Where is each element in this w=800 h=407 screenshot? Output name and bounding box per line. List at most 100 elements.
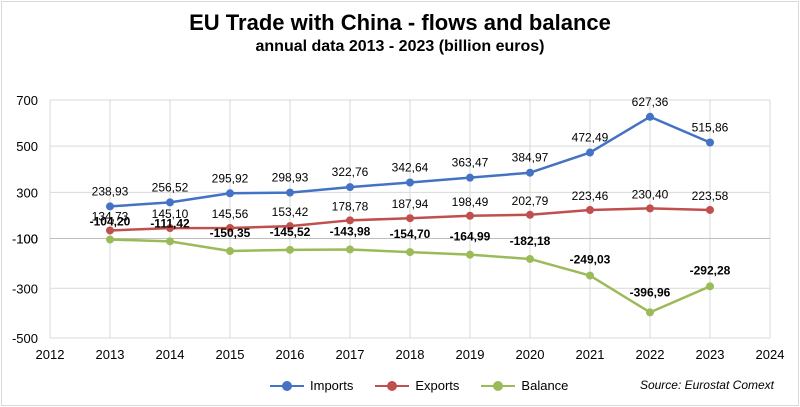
data-label-exports: 198,49: [452, 195, 489, 209]
legend-label-balance: Balance: [521, 378, 569, 393]
chart-subtitle: annual data 2013 - 2023 (billion euros): [255, 38, 545, 55]
data-label-imports: 238,93: [92, 184, 129, 198]
data-label-imports: 384,97: [512, 151, 549, 165]
data-point-imports: [106, 202, 114, 211]
source-note: Source: Eurostat Comext: [639, 378, 774, 392]
data-label-balance: -104,20: [90, 215, 131, 229]
data-point-imports: [286, 188, 294, 197]
data-label-exports: 223,58: [692, 189, 729, 203]
legend-swatch-exports: [375, 380, 410, 392]
y-tick-label: -100: [12, 232, 38, 247]
data-label-balance: -111,42: [150, 216, 190, 230]
data-point-exports: [106, 226, 114, 235]
data-point-exports: [346, 216, 354, 225]
data-label-imports: 342,64: [392, 160, 429, 174]
data-label-imports: 627,36: [632, 95, 669, 109]
data-point-exports: [526, 210, 534, 219]
data-label-balance: -145,52: [270, 225, 311, 239]
x-tick-label: 2017: [336, 347, 365, 362]
data-label-imports: 322,76: [332, 165, 369, 179]
chart-title: EU Trade with China - flows and balance: [189, 10, 611, 35]
data-point-balance: [166, 237, 174, 246]
data-point-balance: [226, 247, 234, 256]
data-point-balance: [706, 282, 714, 291]
data-point-balance: [466, 250, 474, 259]
x-tick-label: 2024: [756, 347, 785, 362]
x-tick-label: 2013: [96, 347, 125, 362]
x-tick-label: 2016: [276, 347, 305, 362]
data-label-balance: -150,35: [210, 226, 251, 240]
data-point-imports: [226, 189, 234, 198]
data-label-exports: 134,73: [92, 209, 129, 223]
data-point-exports: [586, 206, 594, 215]
data-label-exports: 145,10: [152, 207, 189, 221]
x-tick-label: 2018: [396, 347, 425, 362]
data-label-imports: 295,92: [212, 171, 249, 185]
x-tick-label: 2019: [456, 347, 485, 362]
data-point-imports: [166, 198, 174, 207]
data-label-balance: -143,98: [330, 224, 371, 238]
data-point-imports: [346, 183, 354, 192]
data-label-exports: 145,56: [212, 207, 249, 221]
data-point-exports: [706, 205, 714, 214]
data-label-balance: -164,99: [450, 230, 491, 244]
y-tick-label: 500: [16, 139, 38, 154]
data-label-balance: -249,03: [570, 253, 611, 267]
x-tick-label: 2023: [696, 347, 725, 362]
y-tick-label: 700: [16, 93, 38, 108]
y-tick-label: 100: [16, 232, 38, 247]
legend-item-balance: Balance: [481, 378, 568, 393]
data-point-imports: [526, 168, 534, 177]
data-label-exports: 223,46: [572, 189, 609, 203]
data-point-imports: [706, 138, 714, 147]
legend-item-imports: Imports: [270, 378, 353, 393]
data-point-imports: [646, 112, 654, 121]
legend-swatch-balance: [481, 380, 516, 392]
data-point-imports: [586, 148, 594, 157]
data-label-imports: 515,86: [692, 121, 729, 135]
data-point-imports: [466, 173, 474, 182]
x-tick-label: 2020: [516, 347, 545, 362]
data-point-balance: [646, 308, 654, 317]
legend-label-imports: Imports: [310, 378, 354, 393]
data-point-exports: [466, 211, 474, 220]
data-label-imports: 472,49: [572, 131, 609, 145]
data-label-imports: 298,93: [272, 171, 309, 185]
data-point-exports: [226, 223, 234, 232]
data-label-exports: 202,79: [512, 194, 549, 208]
y-tick-label: -500: [12, 331, 38, 346]
data-point-imports: [406, 178, 414, 187]
data-point-exports: [286, 222, 294, 231]
legend: Imports Exports Balance: [270, 378, 568, 393]
data-point-balance: [586, 271, 594, 280]
x-tick-label: 2015: [216, 347, 245, 362]
data-point-exports: [406, 214, 414, 223]
data-label-exports: 153,42: [272, 205, 309, 219]
data-label-exports: 187,94: [392, 197, 429, 211]
data-point-balance: [106, 235, 114, 244]
legend-item-exports: Exports: [375, 378, 459, 393]
x-tick-label: 2012: [36, 347, 65, 362]
data-label-balance: -292,28: [690, 263, 731, 277]
data-label-balance: -182,18: [510, 234, 551, 248]
x-tick-label: 2021: [576, 347, 605, 362]
x-tick-label: 2022: [636, 347, 665, 362]
y-tick-label: 300: [16, 185, 38, 200]
data-label-balance: -396,96: [630, 285, 671, 299]
data-label-balance: -154,70: [390, 227, 431, 241]
legend-swatch-imports: [270, 380, 304, 392]
data-point-balance: [406, 248, 414, 257]
data-point-exports: [166, 224, 174, 233]
data-point-balance: [286, 245, 294, 254]
y-tick-label: -300: [12, 281, 38, 296]
data-label-imports: 363,47: [452, 156, 489, 170]
data-point-balance: [346, 245, 354, 254]
data-label-imports: 256,52: [152, 180, 189, 194]
data-label-exports: 178,78: [332, 199, 369, 213]
legend-label-exports: Exports: [415, 378, 460, 393]
x-tick-label: 2014: [156, 347, 185, 362]
data-point-exports: [646, 204, 654, 213]
data-label-exports: 230,40: [632, 187, 669, 201]
data-point-balance: [526, 254, 534, 263]
